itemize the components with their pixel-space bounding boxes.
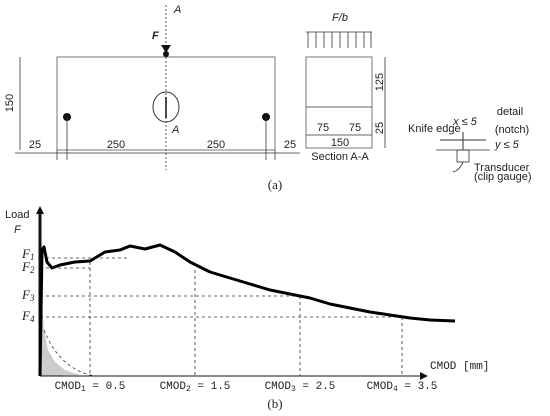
section-title: Section A-A [311,151,369,163]
load-label: F1 [21,246,34,262]
section-diagram: F/b 125 25 75 75 150 Section A-A [305,12,386,163]
cmod-label: CMOD1 = 0.5 [55,381,126,394]
height-label: 150 [4,94,16,112]
span-label: 250 [107,139,125,151]
load-label: F [152,30,159,42]
load-cmod-plot: Load F F1 F2 F3 F4 CMOD [mm] CMOD1 = 0.5… [5,206,489,394]
x-label: CMOD [mm] [430,361,489,373]
detail-title: detail [497,106,523,118]
section-lower: 25 [374,122,386,134]
knife-label: Knife edge [408,123,461,135]
load-label: F3 [21,287,35,303]
cmod-label: CMOD2 = 1.5 [160,381,231,394]
x-limit: x ≤ 5 [452,116,478,128]
caption: (b) [267,396,282,411]
beam-diagram: 150 A A F 25 250 250 25 [4,4,300,170]
gauge-label: (clip gauge) [474,171,531,183]
section-upper: 125 [374,73,386,91]
cmod-label: CMOD4 = 3.5 [367,381,438,394]
caption: (a) [268,177,282,192]
section-mark: A [173,4,181,16]
load-label: F4 [21,308,35,324]
span-label: 25 [29,139,41,151]
y-label: Load [5,209,29,221]
transducer-label: Transducer [474,162,530,174]
section-half: 75 [317,122,329,134]
y-limit: y ≤ 5 [494,139,520,151]
section-mark: A [171,124,179,136]
span-label: 250 [207,139,225,151]
span-label: 25 [284,139,296,151]
cmod-label: CMOD3 = 2.5 [265,381,336,394]
detail-diagram: detail (notch) x ≤ 5 y ≤ 5 Knife edge Tr… [408,106,531,183]
section-width: 150 [331,137,349,149]
section-load: F/b [332,12,348,24]
load-label: F2 [21,259,35,275]
y-symbol: F [14,224,22,236]
section-half: 75 [349,122,361,134]
detail-subtitle: (notch) [495,124,529,136]
